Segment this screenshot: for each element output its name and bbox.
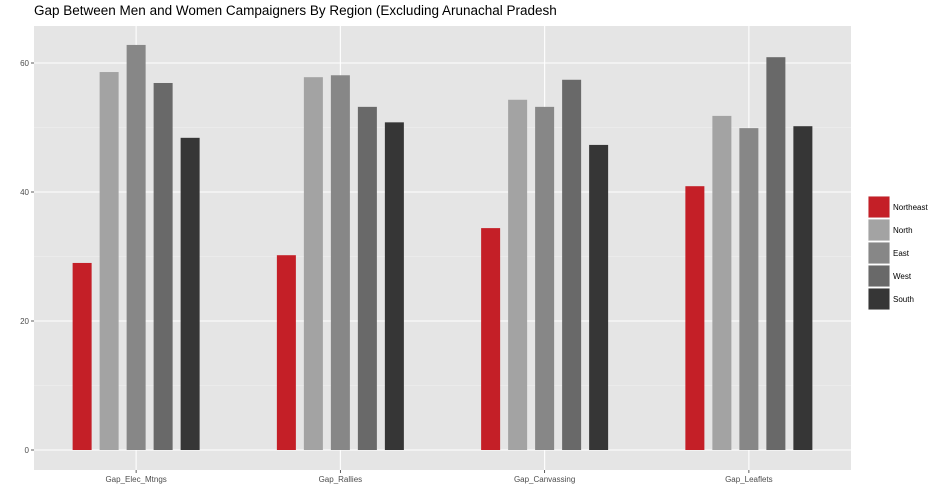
y-tick-label: 40 <box>20 188 29 197</box>
legend-key-northeast <box>868 196 890 218</box>
legend-label: Northeast <box>893 203 928 212</box>
x-tick-label: Gap_Rallies <box>319 475 363 484</box>
bars <box>72 44 813 451</box>
legend: Northeast North East West South <box>868 196 928 310</box>
bar-northeast <box>481 228 501 450</box>
bar-north <box>508 99 528 450</box>
bar-east <box>739 128 759 450</box>
bar-west <box>562 79 582 451</box>
bar-west <box>766 57 786 450</box>
legend-label: South <box>893 295 914 304</box>
bar-east <box>330 75 350 450</box>
x-tick-label: Gap_Leaflets <box>725 475 773 484</box>
x-tick-label: Gap_Elec_Mtngs <box>105 475 166 484</box>
bar-south <box>384 122 404 450</box>
x-tick-label: Gap_Canvassing <box>514 475 575 484</box>
bar-south <box>589 144 609 451</box>
x-axis: Gap_Elec_Mtngs Gap_Rallies Gap_Canvassing G… <box>105 470 773 484</box>
y-tick-label: 20 <box>20 317 29 326</box>
legend-key-north <box>868 219 890 241</box>
bar-northeast <box>72 262 92 450</box>
legend-key-east <box>868 242 890 264</box>
bar-north <box>712 115 732 450</box>
legend-label: North <box>893 226 913 235</box>
legend-key-west <box>868 265 890 287</box>
y-tick-label: 60 <box>20 59 29 68</box>
bar-west <box>357 106 377 451</box>
y-axis: 0 20 40 60 <box>20 59 34 455</box>
bar-south <box>793 126 813 451</box>
bar-northeast <box>685 186 705 450</box>
legend-label: West <box>893 272 912 281</box>
bar-west <box>153 82 173 451</box>
legend-key-south <box>868 288 890 310</box>
bar-south <box>180 137 200 450</box>
bar-east <box>535 106 555 451</box>
bar-north <box>99 72 119 450</box>
y-tick-label: 0 <box>25 446 30 455</box>
bar-east <box>126 44 146 450</box>
bar-northeast <box>276 255 296 450</box>
chart-title: Gap Between Men and Women Campaigners By… <box>34 3 557 18</box>
bar-north <box>303 77 323 450</box>
legend-label: East <box>893 249 910 258</box>
